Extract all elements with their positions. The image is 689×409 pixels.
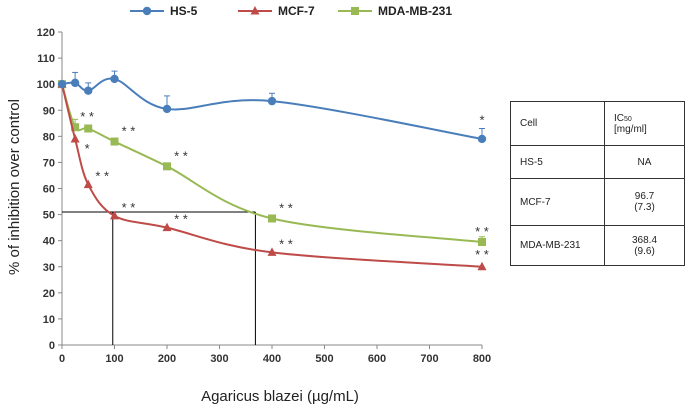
significance-marker: * * <box>174 212 188 227</box>
x-tick-label: 700 <box>420 353 438 365</box>
row-ic50-mean: 368.4 <box>631 234 658 246</box>
legend-item-hs-5: HS-5 <box>130 4 198 18</box>
x-axis-ticks: 0 100 200 300 400 500 600 700 800 <box>59 345 491 365</box>
x-tick-label: 100 <box>105 353 123 365</box>
data-point <box>110 137 119 146</box>
header-ic50: IC50 [mg/ml] <box>604 101 685 146</box>
y-tick-label: 80 <box>43 131 55 143</box>
significance-marker: * * <box>475 247 489 262</box>
data-point <box>162 104 172 114</box>
series-mcf-7: * * * * * * * * * * * <box>57 79 489 271</box>
y-tick-label: 0 <box>49 340 55 352</box>
y-tick-label: 10 <box>43 314 55 326</box>
header-cell: Cell <box>510 101 605 146</box>
data-point <box>83 179 93 189</box>
data-point <box>110 74 119 84</box>
y-tick-label: 100 <box>37 79 55 91</box>
data-point <box>477 134 487 144</box>
legend-label: HS-5 <box>170 4 198 18</box>
series-line <box>61 83 483 268</box>
row-ic50-value: 96.7 (7.3) <box>604 178 685 226</box>
row-ic50-sd: (9.6) <box>634 245 655 257</box>
significance-marker: * * <box>122 124 136 139</box>
legend-item-mcf-7: MCF-7 <box>238 4 315 18</box>
x-tick-label: 400 <box>263 353 281 365</box>
table-row: MDA-MB-231 368.4 (9.6) <box>510 225 685 266</box>
y-axis-ticks: 0 10 20 30 40 50 60 70 80 90 100 110 120 <box>37 27 62 352</box>
row-ic50-mean: 96.7 <box>634 191 655 202</box>
y-tick-label: 30 <box>43 262 55 274</box>
data-point <box>267 247 277 256</box>
data-point <box>84 86 93 95</box>
legend-label: MDA-MB-231 <box>378 4 452 18</box>
significance-marker: * * <box>95 169 109 184</box>
y-axis-title: % of inhibition over control <box>6 99 23 275</box>
data-point <box>162 222 172 232</box>
data-point <box>268 214 276 223</box>
data-point <box>267 96 277 106</box>
significance-marker: * * <box>122 200 136 215</box>
significance-marker: * * <box>279 200 293 215</box>
data-point <box>110 210 119 220</box>
y-tick-label: 90 <box>43 105 55 117</box>
y-tick-label: 20 <box>43 288 55 300</box>
x-tick-label: 800 <box>473 353 491 365</box>
y-tick-label: 120 <box>37 27 55 39</box>
header-ic50-label: IC <box>614 112 624 124</box>
row-ic50-sd: (7.3) <box>634 202 655 213</box>
y-tick-label: 70 <box>43 157 55 169</box>
significance-marker: * <box>479 113 484 128</box>
table-header-row: Cell IC50 [mg/ml] <box>510 101 685 146</box>
y-tick-label: 50 <box>43 210 55 222</box>
ic50-table: Cell IC50 [mg/ml] HS-5 NA MCF-7 96.7 (7.… <box>510 101 685 266</box>
data-point <box>163 162 171 171</box>
x-tick-label: 0 <box>59 353 65 365</box>
x-tick-label: 600 <box>368 353 386 365</box>
x-axis-title: Agaricus blazei (µg/mL) <box>201 388 359 405</box>
series-hs-5: * <box>57 70 487 144</box>
legend-label: MCF-7 <box>278 4 315 18</box>
row-ic50-value: NA <box>604 145 685 179</box>
x-tick-label: 500 <box>315 353 333 365</box>
legend-marker <box>142 6 152 16</box>
data-point <box>70 133 80 143</box>
significance-marker: * * <box>80 109 94 124</box>
y-tick-label: 110 <box>37 53 55 65</box>
significance-marker: * * <box>475 224 489 239</box>
data-point <box>84 124 93 133</box>
data-point <box>477 261 487 271</box>
significance-marker: * * <box>174 148 188 163</box>
data-point <box>70 78 80 88</box>
y-tick-label: 40 <box>43 236 55 248</box>
row-cell-name: HS-5 <box>510 145 605 179</box>
table-row: MCF-7 96.7 (7.3) <box>510 178 685 226</box>
significance-marker: * <box>85 141 90 156</box>
table-row: HS-5 NA <box>510 145 685 179</box>
legend-marker <box>351 7 359 15</box>
data-point <box>57 79 67 89</box>
data-point <box>478 237 486 246</box>
row-cell-name: MDA-MB-231 <box>510 225 605 266</box>
legend-item-mda-mb-231: MDA-MB-231 <box>338 4 452 18</box>
x-tick-label: 300 <box>210 353 228 365</box>
data-point <box>71 123 80 132</box>
row-cell-name: MCF-7 <box>510 178 605 226</box>
series-group: * * * * * * * * * * * * * * * * * * * * * * <box>57 70 489 271</box>
legend-marker <box>250 6 260 15</box>
header-ic50-unit: [mg/ml] <box>614 123 647 135</box>
header-ic50-sub: 50 <box>624 115 632 123</box>
y-tick-label: 60 <box>43 184 55 196</box>
ic50-guide-lines <box>62 211 256 345</box>
significance-marker: * * <box>279 236 293 251</box>
legend: HS-5 MCF-7 MDA-MB-231 <box>130 4 452 18</box>
x-tick-label: 200 <box>158 353 176 365</box>
series-mda-mb-231: * * * * * * * * * * <box>58 80 489 246</box>
row-ic50-value: 368.4 (9.6) <box>604 225 685 266</box>
